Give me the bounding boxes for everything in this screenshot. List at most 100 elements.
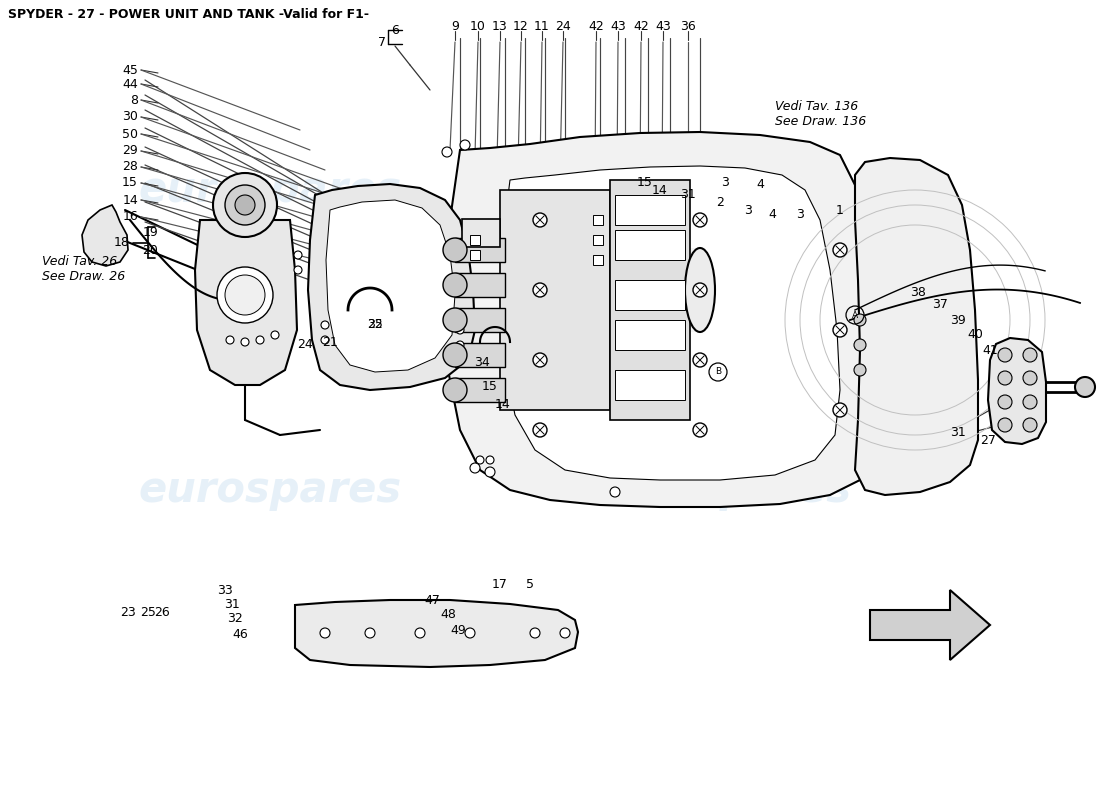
Polygon shape	[195, 220, 297, 385]
Text: 40: 40	[967, 329, 983, 342]
Circle shape	[456, 341, 464, 349]
Circle shape	[442, 147, 452, 157]
Text: 44: 44	[122, 78, 138, 90]
Circle shape	[534, 353, 547, 367]
Text: 31: 31	[950, 426, 966, 438]
Polygon shape	[308, 184, 475, 390]
Bar	[470, 250, 480, 260]
Polygon shape	[446, 132, 880, 507]
Text: 42: 42	[588, 21, 604, 34]
Circle shape	[460, 140, 470, 150]
Polygon shape	[295, 600, 578, 667]
Text: 7: 7	[378, 35, 386, 49]
Bar	[470, 235, 480, 245]
Text: eurospares: eurospares	[588, 469, 851, 511]
Text: 8: 8	[130, 94, 138, 106]
Circle shape	[486, 456, 494, 464]
Polygon shape	[500, 166, 840, 480]
Bar	[455, 308, 505, 332]
Text: 37: 37	[932, 298, 948, 311]
Circle shape	[365, 628, 375, 638]
Text: eurospares: eurospares	[139, 169, 402, 211]
Bar	[593, 215, 603, 225]
Circle shape	[226, 185, 265, 225]
Text: 26: 26	[154, 606, 169, 618]
Circle shape	[833, 403, 847, 417]
Text: 14: 14	[495, 398, 510, 410]
Bar	[615, 230, 685, 260]
Circle shape	[854, 339, 866, 351]
Circle shape	[217, 267, 273, 323]
Circle shape	[256, 336, 264, 344]
Polygon shape	[988, 338, 1046, 444]
Circle shape	[415, 628, 425, 638]
Text: B: B	[715, 367, 722, 377]
Bar	[610, 180, 690, 420]
Text: 3: 3	[722, 175, 729, 189]
Text: 24: 24	[297, 338, 312, 350]
Polygon shape	[82, 205, 128, 266]
Text: Vedi Tav. 136
See Draw. 136: Vedi Tav. 136 See Draw. 136	[776, 100, 867, 128]
Text: Vedi Tav. 26
See Draw. 26: Vedi Tav. 26 See Draw. 26	[42, 255, 125, 283]
Circle shape	[271, 331, 279, 339]
Text: 36: 36	[680, 21, 696, 34]
Text: 45: 45	[122, 63, 138, 77]
Circle shape	[1023, 348, 1037, 362]
Bar	[615, 320, 685, 350]
Text: 31: 31	[224, 598, 240, 610]
Bar	[615, 370, 685, 400]
Circle shape	[294, 251, 302, 259]
Bar	[593, 255, 603, 265]
Text: 19: 19	[142, 226, 158, 239]
Text: 14: 14	[652, 183, 668, 197]
Circle shape	[476, 456, 484, 464]
Circle shape	[226, 336, 234, 344]
Text: 22: 22	[367, 318, 383, 331]
Circle shape	[534, 423, 547, 437]
Bar	[462, 219, 501, 247]
Circle shape	[321, 321, 329, 329]
Text: 15: 15	[122, 177, 138, 190]
Text: 33: 33	[217, 583, 233, 597]
Text: 13: 13	[492, 21, 508, 34]
Text: 4: 4	[768, 209, 776, 222]
Text: 20: 20	[142, 245, 158, 258]
Circle shape	[1023, 395, 1037, 409]
Text: A: A	[851, 310, 858, 319]
Circle shape	[693, 213, 707, 227]
Text: 48: 48	[440, 609, 455, 622]
Text: 3: 3	[744, 203, 752, 217]
Text: 35: 35	[367, 318, 383, 331]
Circle shape	[530, 628, 540, 638]
Circle shape	[320, 628, 330, 638]
Text: 2: 2	[716, 195, 724, 209]
Circle shape	[833, 323, 847, 337]
Bar	[615, 280, 685, 310]
Polygon shape	[870, 590, 990, 660]
Circle shape	[854, 314, 866, 326]
Circle shape	[610, 487, 620, 497]
Circle shape	[1075, 377, 1094, 397]
Circle shape	[321, 336, 329, 344]
Text: 1: 1	[836, 203, 844, 217]
Circle shape	[465, 628, 475, 638]
Circle shape	[443, 273, 468, 297]
Bar	[390, 248, 700, 332]
Ellipse shape	[375, 248, 405, 332]
Bar	[455, 378, 505, 402]
Text: 43: 43	[610, 21, 626, 34]
Text: 4: 4	[756, 178, 763, 191]
Text: 34: 34	[474, 357, 490, 370]
Text: SPYDER - 27 - POWER UNIT AND TANK -Valid for F1-: SPYDER - 27 - POWER UNIT AND TANK -Valid…	[8, 8, 368, 21]
Text: 25: 25	[140, 606, 156, 618]
Text: 5: 5	[526, 578, 534, 591]
Text: 49: 49	[450, 623, 466, 637]
Circle shape	[235, 195, 255, 215]
Circle shape	[213, 173, 277, 237]
Circle shape	[294, 266, 302, 274]
Text: 31: 31	[680, 189, 696, 202]
Text: 46: 46	[232, 627, 248, 641]
Circle shape	[693, 353, 707, 367]
Text: 6: 6	[392, 23, 399, 37]
Text: 27: 27	[980, 434, 996, 446]
